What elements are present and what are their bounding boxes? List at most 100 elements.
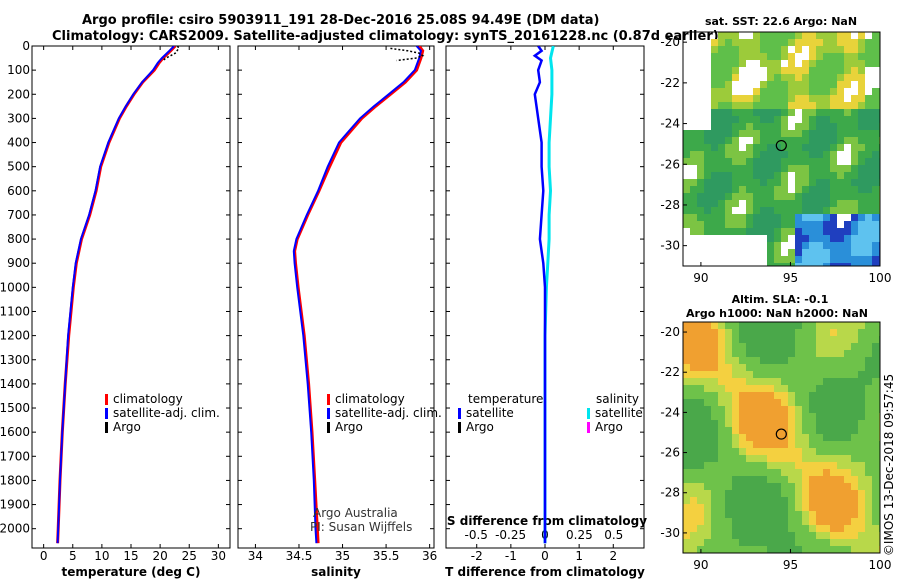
- map-cell: [809, 420, 816, 427]
- map-cell: [844, 336, 851, 343]
- map-cell: [781, 186, 788, 193]
- map-cell: [753, 116, 760, 123]
- map-cell: [746, 130, 753, 137]
- map-cell: [753, 137, 760, 144]
- map-cell: [746, 172, 753, 179]
- map-cell: [830, 357, 837, 364]
- map-cell: [802, 322, 809, 329]
- map-cell: [697, 158, 704, 165]
- map-cell: [788, 469, 795, 476]
- map-cell: [767, 151, 774, 158]
- map-cell: [809, 532, 816, 539]
- map-cell: [830, 392, 837, 399]
- map-cell: [718, 497, 725, 504]
- map-cell: [837, 67, 844, 74]
- map-cell: [704, 364, 711, 371]
- map-cell: [781, 53, 788, 60]
- map-cell: [837, 256, 844, 263]
- map-cell: [802, 483, 809, 490]
- map-cell: [858, 434, 865, 441]
- map-cell: [851, 172, 858, 179]
- map-cell: [732, 532, 739, 539]
- map-cell: [788, 151, 795, 158]
- map-cell: [753, 32, 760, 39]
- map-cell: [795, 221, 802, 228]
- map-cell: [816, 228, 823, 235]
- map-cell: [746, 228, 753, 235]
- map-cell: [683, 350, 690, 357]
- map-cell: [788, 263, 795, 266]
- map-cell: [788, 392, 795, 399]
- map-cell: [725, 490, 732, 497]
- map-cell: [865, 228, 872, 235]
- map-cell: [872, 343, 879, 350]
- map-cell: [767, 39, 774, 46]
- map-cell: [816, 420, 823, 427]
- map-cell: [704, 406, 711, 413]
- map-cell: [830, 249, 837, 256]
- depth-tick-label: 1300: [0, 353, 30, 367]
- map-cell: [725, 130, 732, 137]
- map-cell: [774, 207, 781, 214]
- map-cell: [802, 123, 809, 130]
- map-cell: [718, 39, 725, 46]
- map-cell: [795, 413, 802, 420]
- map-cell: [711, 385, 718, 392]
- map-cell: [816, 67, 823, 74]
- map-cell: [872, 228, 879, 235]
- map-cell: [865, 214, 872, 221]
- map-cell: [830, 413, 837, 420]
- map-cell: [711, 525, 718, 532]
- map-cell: [816, 462, 823, 469]
- map-cell: [788, 350, 795, 357]
- map-cell: [746, 123, 753, 130]
- map-cell: [816, 95, 823, 102]
- map-cell: [746, 46, 753, 53]
- map-cell: [767, 137, 774, 144]
- map-cell: [767, 116, 774, 123]
- map-cell: [683, 399, 690, 406]
- map-cell: [739, 385, 746, 392]
- map-cell: [865, 399, 872, 406]
- map-cell: [809, 357, 816, 364]
- map-cell: [795, 95, 802, 102]
- map-cell: [858, 518, 865, 525]
- map-cell: [830, 539, 837, 546]
- map-cell: [844, 413, 851, 420]
- temperature-argo-line: [162, 46, 180, 62]
- map-cell: [753, 420, 760, 427]
- map-cell: [830, 74, 837, 81]
- map-cell: [872, 336, 879, 343]
- map-cell: [837, 235, 844, 242]
- map-cell: [837, 469, 844, 476]
- map-cell: [809, 130, 816, 137]
- map-cell: [711, 427, 718, 434]
- map-cell: [711, 322, 718, 329]
- map-cell: [697, 364, 704, 371]
- map-1-lat-label: -24: [660, 117, 680, 131]
- map-cell: [725, 214, 732, 221]
- map-cell: [746, 207, 753, 214]
- map-cell: [746, 144, 753, 151]
- map-cell: [823, 469, 830, 476]
- map-cell: [760, 95, 767, 102]
- map-cell: [802, 469, 809, 476]
- map-cell: [858, 336, 865, 343]
- map-cell: [718, 336, 725, 343]
- map-cell: [725, 144, 732, 151]
- map-cell: [816, 378, 823, 385]
- map-2-lat-label: -30: [660, 526, 680, 540]
- map-cell: [760, 109, 767, 116]
- map-cell: [704, 427, 711, 434]
- map-cell: [732, 109, 739, 116]
- map-cell: [711, 186, 718, 193]
- map-cell: [718, 221, 725, 228]
- map-cell: [809, 413, 816, 420]
- map-cell: [802, 357, 809, 364]
- map-cell: [767, 214, 774, 221]
- map-cell: [753, 228, 760, 235]
- map-cell: [872, 221, 879, 228]
- map-cell: [795, 343, 802, 350]
- map-cell: [865, 336, 872, 343]
- salinity-legend-swatch: [327, 394, 330, 405]
